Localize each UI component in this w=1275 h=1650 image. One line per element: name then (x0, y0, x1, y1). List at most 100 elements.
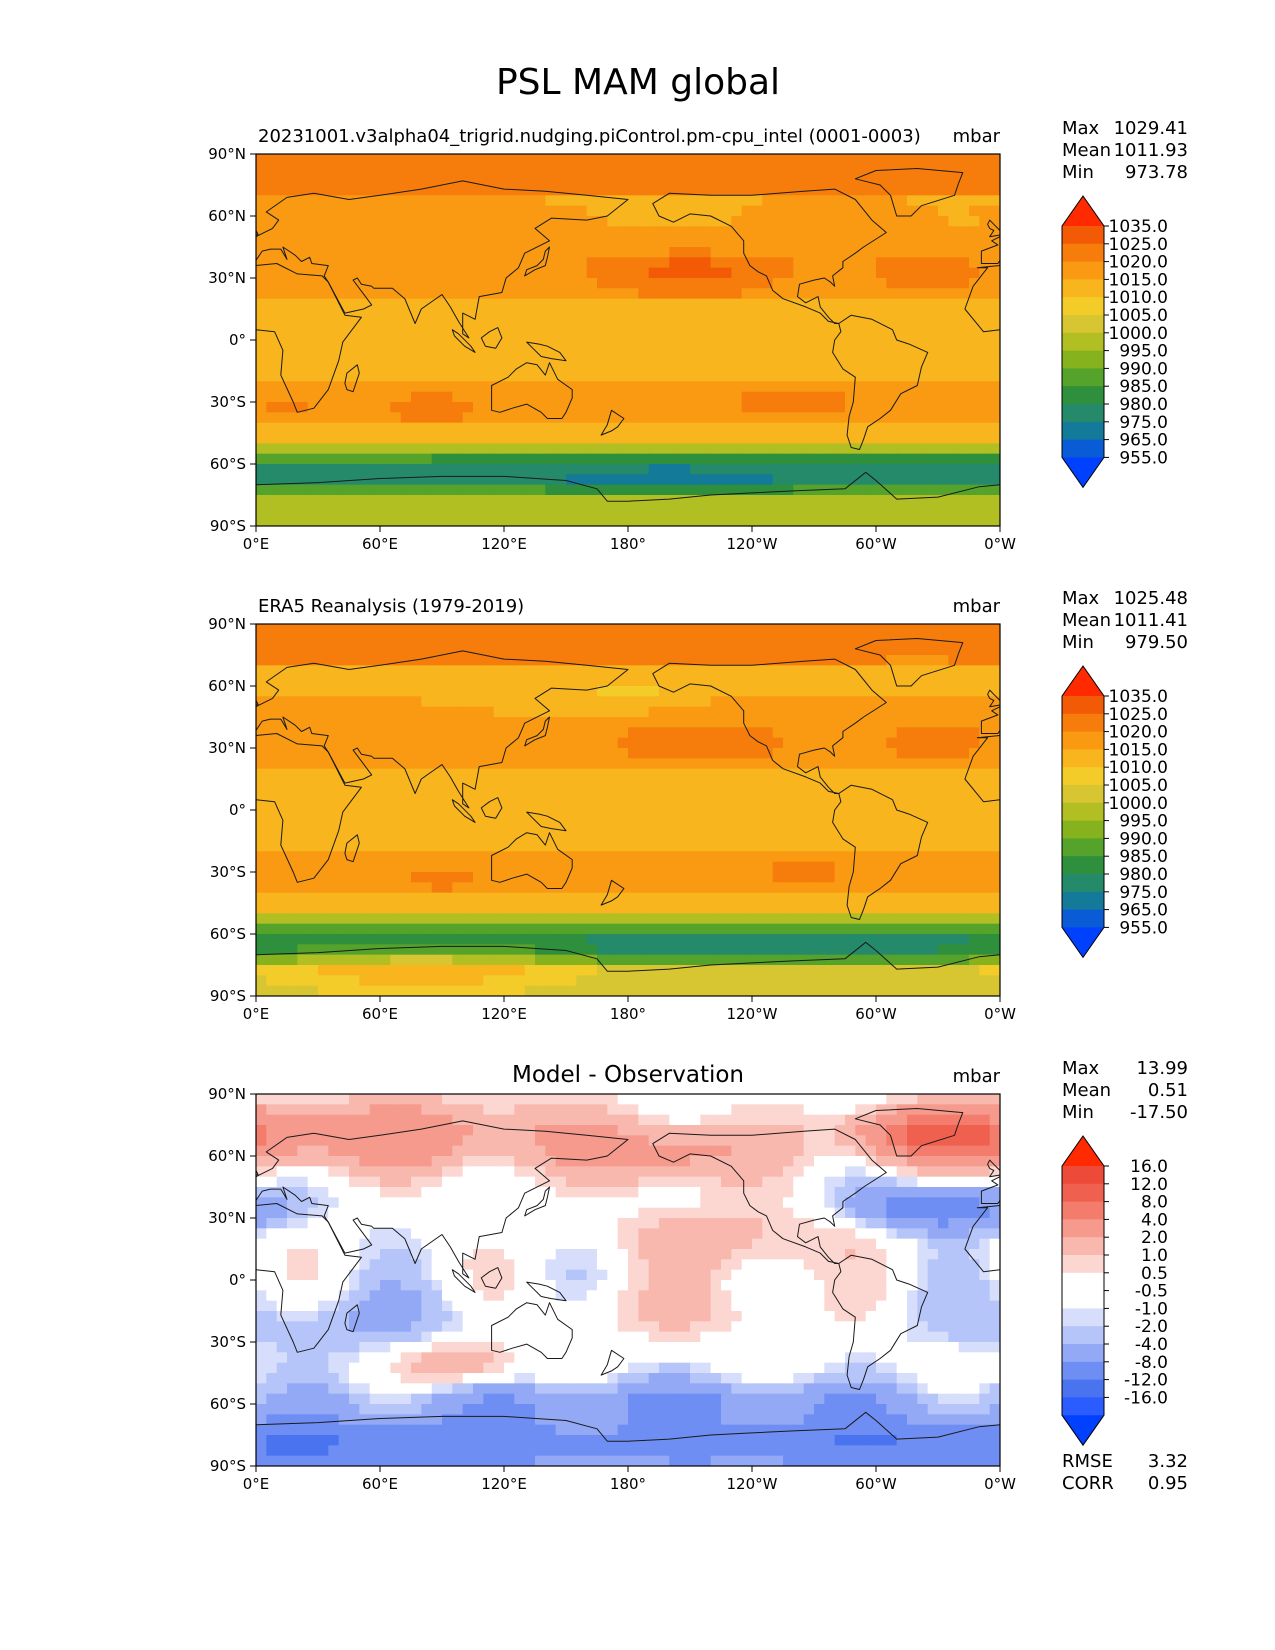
field-cell (617, 288, 629, 300)
field-cell (772, 350, 784, 362)
field-cell (752, 371, 763, 382)
field-cell (876, 696, 887, 708)
field-cell (411, 737, 422, 749)
field-cell (545, 779, 557, 790)
field-cell (307, 226, 319, 238)
field-cell (390, 391, 402, 403)
field-cell (741, 174, 753, 186)
field-cell (483, 655, 495, 666)
field-cell (927, 371, 939, 382)
field-cell (266, 247, 278, 258)
field-cell (493, 686, 505, 697)
field-cell (607, 484, 619, 496)
field-cell (876, 226, 887, 238)
field-cell (545, 495, 557, 506)
field-cell (462, 381, 474, 393)
field-cell (896, 706, 908, 718)
field-cell (700, 727, 712, 739)
field-cell (772, 882, 784, 894)
field-cell (566, 402, 577, 413)
field-cell (400, 820, 412, 832)
colorbar-segment (1062, 350, 1104, 369)
field-cell (411, 675, 422, 687)
field-cell (628, 717, 639, 728)
field-cell (690, 278, 701, 289)
field-cell (380, 505, 391, 517)
field-cell (783, 830, 794, 842)
field-cell (266, 474, 278, 486)
field-cell (741, 402, 753, 413)
field-cell (359, 810, 371, 821)
field-cell (762, 257, 774, 269)
field-cell (617, 185, 629, 196)
field-cell (380, 360, 391, 372)
field-cell (803, 154, 815, 165)
field-cell (328, 655, 340, 666)
field-cell (741, 422, 753, 434)
field-cell (297, 624, 309, 635)
field-cell (349, 174, 360, 186)
field-cell (411, 696, 422, 708)
field-cell (318, 934, 329, 945)
field-cell (628, 247, 639, 258)
field-cell (752, 717, 763, 728)
field-cell (700, 236, 712, 248)
field-cell (545, 340, 557, 351)
field-cell (907, 484, 918, 496)
field-cell (442, 892, 453, 904)
field-cell (535, 923, 546, 935)
field-cell (710, 288, 722, 300)
field-cell (865, 758, 877, 770)
coastline-borneo (480, 327, 503, 349)
field-cell (783, 412, 794, 424)
field-cell (617, 329, 629, 341)
field-cell (669, 872, 681, 883)
field-cell (349, 748, 360, 759)
field-cell (380, 185, 391, 196)
field-cell (710, 665, 722, 677)
field-cell (876, 717, 887, 728)
field-cell (349, 820, 360, 832)
field-cell (824, 748, 836, 759)
field-cell (493, 665, 505, 677)
field-cell (752, 841, 763, 852)
field-cell (690, 495, 701, 506)
field-cell (855, 768, 867, 780)
field-cell (938, 737, 949, 749)
field-cell (886, 944, 898, 956)
field-cell (462, 216, 474, 227)
field-cell (318, 278, 329, 289)
field-cell (287, 675, 298, 687)
field-cell (276, 505, 288, 517)
field-cell (287, 768, 298, 780)
field-cell (731, 391, 743, 403)
field-cell (431, 892, 443, 904)
field-cell (349, 195, 360, 207)
field-cell (979, 820, 991, 832)
field-cell (762, 934, 774, 945)
field-cell (493, 340, 505, 351)
field-cell (524, 913, 536, 925)
field-cell (917, 934, 929, 945)
field-cell (659, 820, 670, 832)
field-cell (917, 257, 929, 269)
field-cell (307, 872, 319, 883)
field-cell (359, 706, 371, 718)
field-cell (679, 789, 691, 801)
field-cell (462, 443, 474, 455)
field-cell (710, 706, 722, 718)
field-cell (473, 624, 484, 635)
field-cell (958, 851, 970, 863)
field-cell (969, 174, 980, 186)
field-cell (793, 495, 805, 506)
field-cell (597, 820, 608, 832)
field-cell (256, 515, 267, 526)
field-cell (504, 634, 515, 646)
field-cell (958, 195, 970, 207)
field-cell (442, 913, 453, 925)
field-cell (969, 748, 980, 759)
field-cell (752, 319, 763, 331)
field-cell (855, 350, 867, 362)
field-cell (504, 474, 515, 486)
field-cell (927, 727, 939, 739)
